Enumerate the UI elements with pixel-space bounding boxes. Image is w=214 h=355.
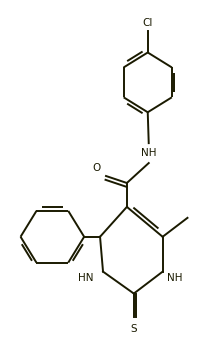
Text: Cl: Cl [143, 18, 153, 28]
Text: O: O [92, 163, 100, 173]
Text: NH: NH [141, 148, 156, 158]
Text: HN: HN [78, 273, 94, 283]
Text: NH: NH [167, 273, 182, 283]
Text: S: S [131, 324, 137, 334]
